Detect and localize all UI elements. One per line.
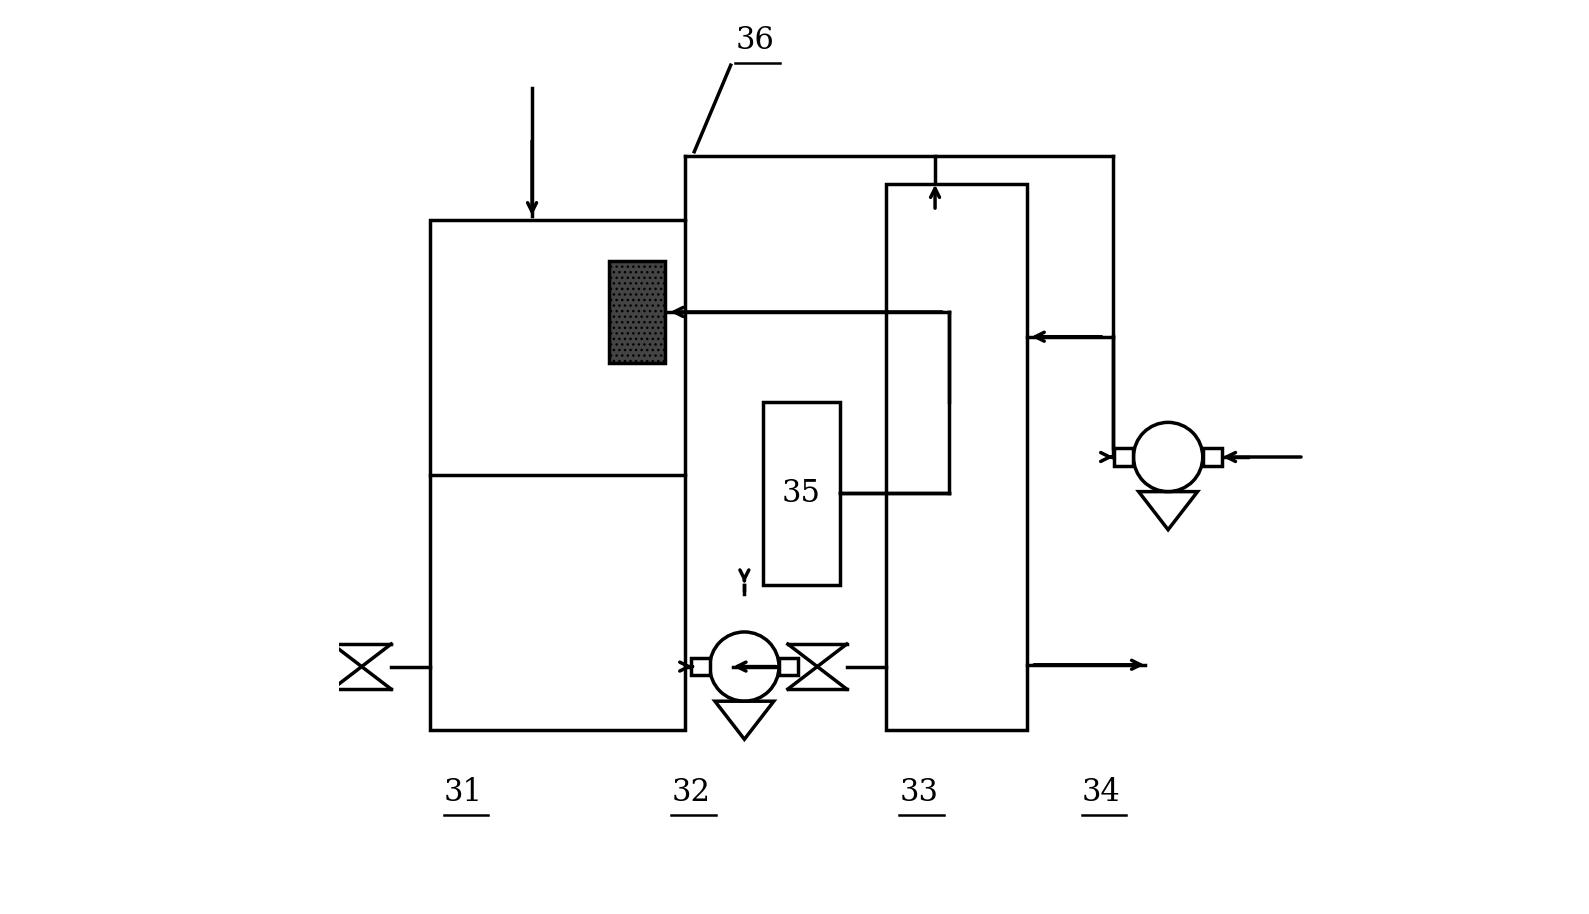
Bar [609, 260, 664, 363]
Text: 34: 34 [1082, 777, 1120, 808]
Text: 36: 36 [736, 25, 774, 56]
Text: 35: 35 [782, 478, 822, 509]
Text: 31: 31 [443, 777, 483, 808]
Bar [779, 658, 798, 675]
Text: 33: 33 [899, 777, 938, 808]
Bar [431, 220, 685, 730]
Bar [885, 184, 1026, 730]
Bar [691, 658, 710, 675]
Bar [1203, 449, 1222, 465]
Bar [1114, 449, 1133, 465]
Bar [763, 402, 841, 585]
Text: 32: 32 [672, 777, 710, 808]
